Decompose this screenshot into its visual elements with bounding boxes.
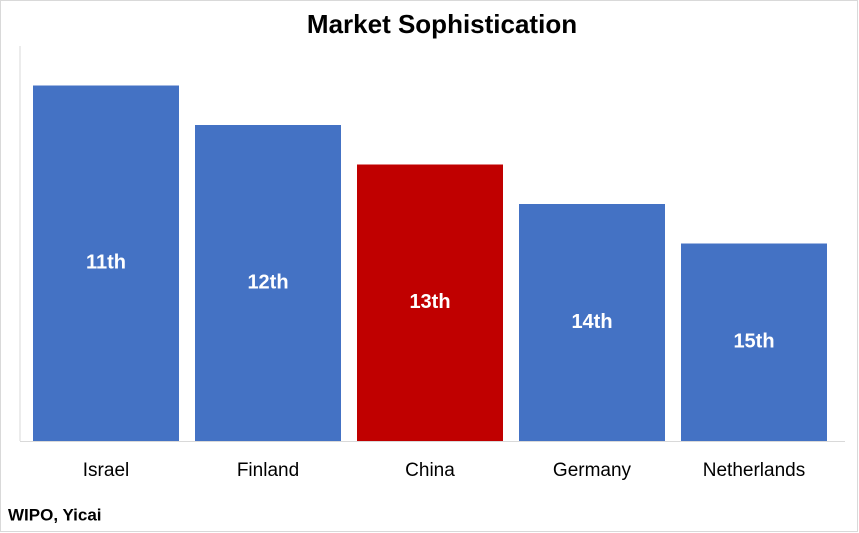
source-note: WIPO, Yicai [8, 505, 102, 524]
chart-title: Market Sophistication [307, 9, 577, 39]
bar [33, 85, 179, 441]
value-label: 11th [86, 252, 126, 274]
x-tick-label: Germany [553, 460, 632, 481]
bar [357, 164, 503, 441]
value-label: 15th [733, 331, 774, 353]
value-label: 14th [571, 311, 612, 333]
value-label: 12th [247, 271, 288, 293]
x-tick-label: Israel [83, 460, 129, 481]
bar [519, 204, 665, 441]
x-tick-label: China [405, 460, 455, 481]
value-label: 13th [409, 291, 450, 313]
x-tick-label: Finland [237, 460, 299, 481]
x-tick-label: Netherlands [703, 460, 805, 481]
bar [195, 125, 341, 441]
bar [681, 243, 827, 441]
